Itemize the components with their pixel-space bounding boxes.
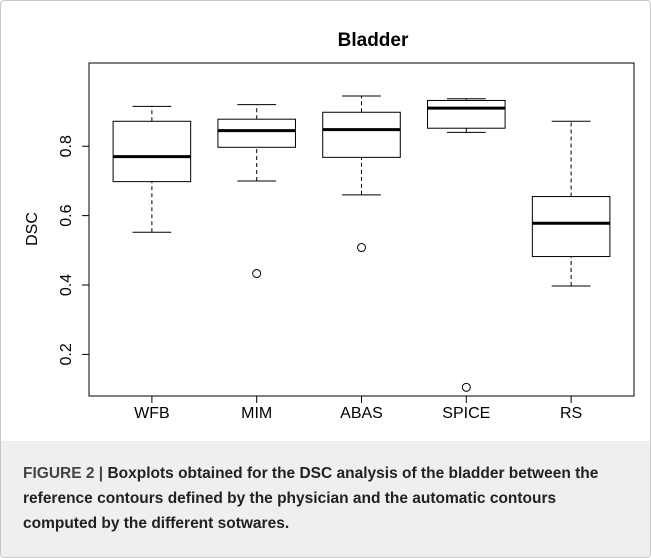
plot-frame [88, 62, 635, 397]
caption-text: Boxplots obtained for the DSC analysis o… [23, 465, 599, 532]
x-tick-label: RS [560, 405, 582, 422]
x-tick-label: WFB [134, 405, 170, 422]
box [531, 196, 611, 258]
caption-label: FIGURE 2 | [23, 465, 104, 482]
chart: Bladder DSC 0.2 0.4 0.6 0.8 WFB MIM ABAS SPICE R… [24, 30, 635, 422]
outlier [252, 269, 262, 279]
y-tick-label: 0.6 [58, 204, 75, 226]
y-tick-label: 0.4 [58, 274, 75, 296]
box [112, 120, 192, 183]
y-tick-label: 0.2 [58, 343, 75, 365]
x-tick-label: ABAS [340, 405, 383, 422]
y-tick-label: 0.8 [58, 135, 75, 157]
caption: FIGURE 2 | Boxplots obtained for the DSC… [1, 441, 650, 557]
x-tick-label: MIM [241, 405, 272, 422]
box [322, 111, 401, 158]
y-axis-label: DSC [24, 212, 41, 246]
outlier [357, 243, 366, 253]
box [427, 99, 506, 129]
box [217, 118, 296, 148]
outlier [461, 382, 471, 392]
chart-title: Bladder [338, 30, 409, 51]
x-tick-label: SPICE [442, 405, 490, 422]
